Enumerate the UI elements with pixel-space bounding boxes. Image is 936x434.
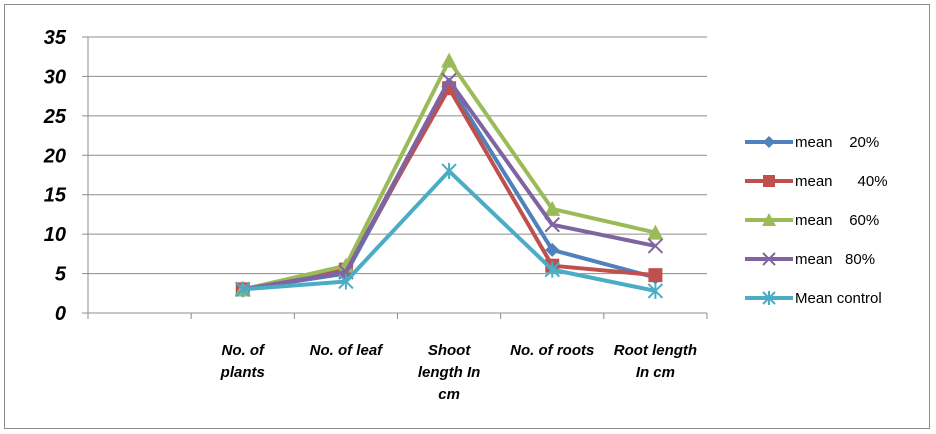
y-tick-label: 30 <box>44 66 66 88</box>
data-point <box>441 163 457 180</box>
legend-label: mean 40% <box>795 173 888 190</box>
data-point <box>763 136 775 148</box>
series-line <box>242 169 656 293</box>
y-tick-label: 25 <box>43 106 67 128</box>
x-tick-label: No. of roots <box>510 342 594 359</box>
x-tick-label: No. of leaf <box>310 342 385 359</box>
data-point <box>544 261 560 278</box>
line-chart: 0 5 10 15 20 25 30 35 No. of plants No. of leaf Sho… <box>43 27 888 403</box>
series-line <box>242 78 656 292</box>
legend-label: Mean control <box>795 290 882 307</box>
data-point <box>647 238 664 254</box>
data-point <box>763 175 775 187</box>
data-point <box>647 282 664 299</box>
y-tick-label: 35 <box>44 27 67 49</box>
legend-label: mean 80% <box>795 251 875 268</box>
data-point <box>544 200 561 216</box>
legend-label: mean 60% <box>795 212 879 229</box>
x-tick-label: Root length In cm <box>614 342 697 381</box>
y-tick-label: 10 <box>44 224 66 246</box>
data-point <box>441 72 457 89</box>
y-tick-label: 0 <box>55 303 66 325</box>
legend-label: mean 20% <box>795 134 879 151</box>
data-point <box>545 242 560 257</box>
y-tick-label: 15 <box>44 185 67 207</box>
data-point <box>544 216 560 233</box>
chart-frame: 0 5 10 15 20 25 30 35 No. of plants No. of leaf Sho… <box>4 4 930 429</box>
data-point <box>762 213 776 226</box>
data-point <box>338 273 354 290</box>
y-tick-label: 5 <box>55 264 67 286</box>
data-point <box>647 224 664 240</box>
y-tick-label: 20 <box>43 145 66 167</box>
series-line <box>242 82 656 292</box>
data-point <box>762 252 776 266</box>
data-point <box>235 281 251 298</box>
data-point <box>648 268 663 283</box>
x-tick-label: Shoot length In cm <box>418 342 481 403</box>
data-point <box>441 52 458 68</box>
data-point <box>762 291 776 305</box>
x-tick-label: No. of plants <box>220 342 266 381</box>
